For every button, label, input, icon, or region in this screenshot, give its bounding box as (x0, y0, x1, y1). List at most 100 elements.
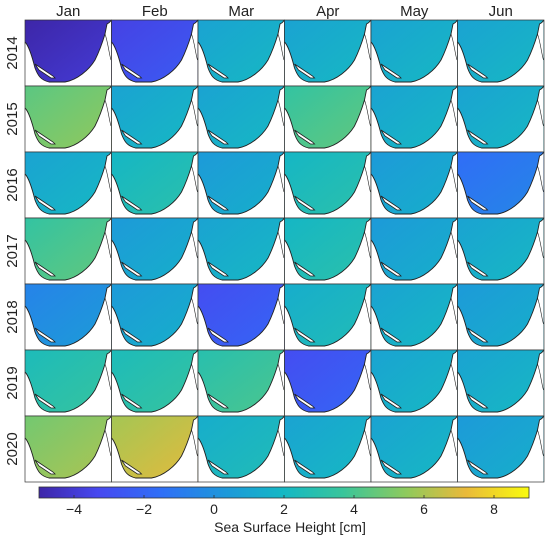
spit (207, 195, 229, 211)
spit (467, 261, 489, 277)
land-mask (284, 20, 371, 86)
coastline (111, 283, 198, 347)
heatmap-panels (24, 19, 545, 483)
panel-2015-apr (284, 85, 372, 153)
land-mask (457, 152, 544, 218)
river (104, 297, 112, 325)
colorbar-tick-label: 6 (420, 501, 428, 517)
river (537, 231, 544, 259)
panel-2016-may (370, 151, 458, 219)
spit (380, 195, 402, 211)
spit (121, 459, 143, 475)
land-mask (284, 350, 371, 416)
coastline (370, 349, 458, 413)
coastline (370, 415, 458, 479)
panel-2015-jun (457, 85, 545, 153)
river (191, 33, 198, 61)
river (450, 363, 458, 391)
panel-2016-apr (284, 151, 372, 219)
spit (121, 261, 143, 277)
river (364, 429, 371, 457)
coastline (24, 349, 112, 413)
spit (207, 63, 229, 79)
panel-2020-mar (197, 415, 285, 483)
land-mask (25, 218, 111, 284)
panel-2014-may (370, 19, 458, 87)
land-mask (371, 20, 457, 86)
spit (34, 327, 56, 343)
panel-2015-may (370, 85, 458, 153)
coastline (370, 85, 458, 149)
coastline (24, 415, 112, 479)
panel-2019-jan (24, 349, 112, 417)
spit (467, 129, 489, 145)
spit (207, 393, 229, 409)
panel-2016-feb (111, 151, 199, 219)
panel-2019-feb (111, 349, 199, 417)
panel-2018-feb (111, 283, 199, 351)
river (450, 99, 458, 127)
panel-2016-jan (24, 151, 112, 219)
year-label-2015: 2015 (4, 102, 21, 135)
spit (207, 459, 229, 475)
river (537, 99, 544, 127)
land-mask (457, 20, 544, 86)
land-mask (111, 218, 198, 284)
river (364, 33, 371, 61)
colorbar-tick-label: −4 (66, 501, 82, 517)
land-mask (198, 152, 284, 218)
panel-2015-feb (111, 85, 199, 153)
spit (34, 129, 56, 145)
river (364, 99, 371, 127)
year-label-2018: 2018 (4, 300, 21, 333)
river (364, 297, 371, 325)
year-label-2014: 2014 (4, 36, 21, 69)
colorbar-tick-label: 0 (210, 501, 218, 517)
colorbar-tick-label: 4 (350, 501, 358, 517)
panel-2014-feb (111, 19, 199, 87)
coastline (111, 217, 198, 281)
river (537, 429, 544, 457)
river (450, 297, 458, 325)
river (537, 165, 544, 193)
panel-2017-feb (111, 217, 199, 285)
spit (34, 393, 56, 409)
colorbar-ticks: −4 −2 0 2 4 6 8 (66, 495, 498, 517)
panel-2017-mar (197, 217, 285, 285)
year-label-2016: 2016 (4, 168, 21, 201)
river (277, 33, 285, 61)
land-mask (198, 284, 284, 350)
coastline (457, 349, 544, 413)
coastline (111, 19, 198, 83)
coastline (111, 85, 198, 149)
spit (121, 129, 143, 145)
river (104, 99, 112, 127)
panel-2017-jan (24, 217, 112, 285)
land-mask (25, 86, 111, 152)
spit (380, 393, 402, 409)
coastline (197, 151, 285, 215)
coastline (111, 349, 198, 413)
river (104, 33, 112, 61)
land-mask (284, 218, 371, 284)
river (364, 165, 371, 193)
coastline (24, 19, 112, 83)
panel-2020-feb (111, 415, 199, 483)
land-mask (111, 350, 198, 416)
spit (380, 459, 402, 475)
land-mask (198, 20, 284, 86)
colorbar-tick-label: 8 (490, 501, 498, 517)
river (191, 429, 198, 457)
spit (121, 393, 143, 409)
coastline (197, 415, 285, 479)
land-mask (25, 350, 111, 416)
panel-2020-jun (457, 415, 545, 483)
year-label-2017: 2017 (4, 234, 21, 267)
spit (467, 393, 489, 409)
year-label-2019: 2019 (4, 366, 21, 399)
coastline (284, 151, 371, 215)
spit (380, 63, 402, 79)
panel-2018-apr (284, 283, 372, 351)
panel-2020-jan (24, 415, 112, 483)
coastline (24, 85, 112, 149)
